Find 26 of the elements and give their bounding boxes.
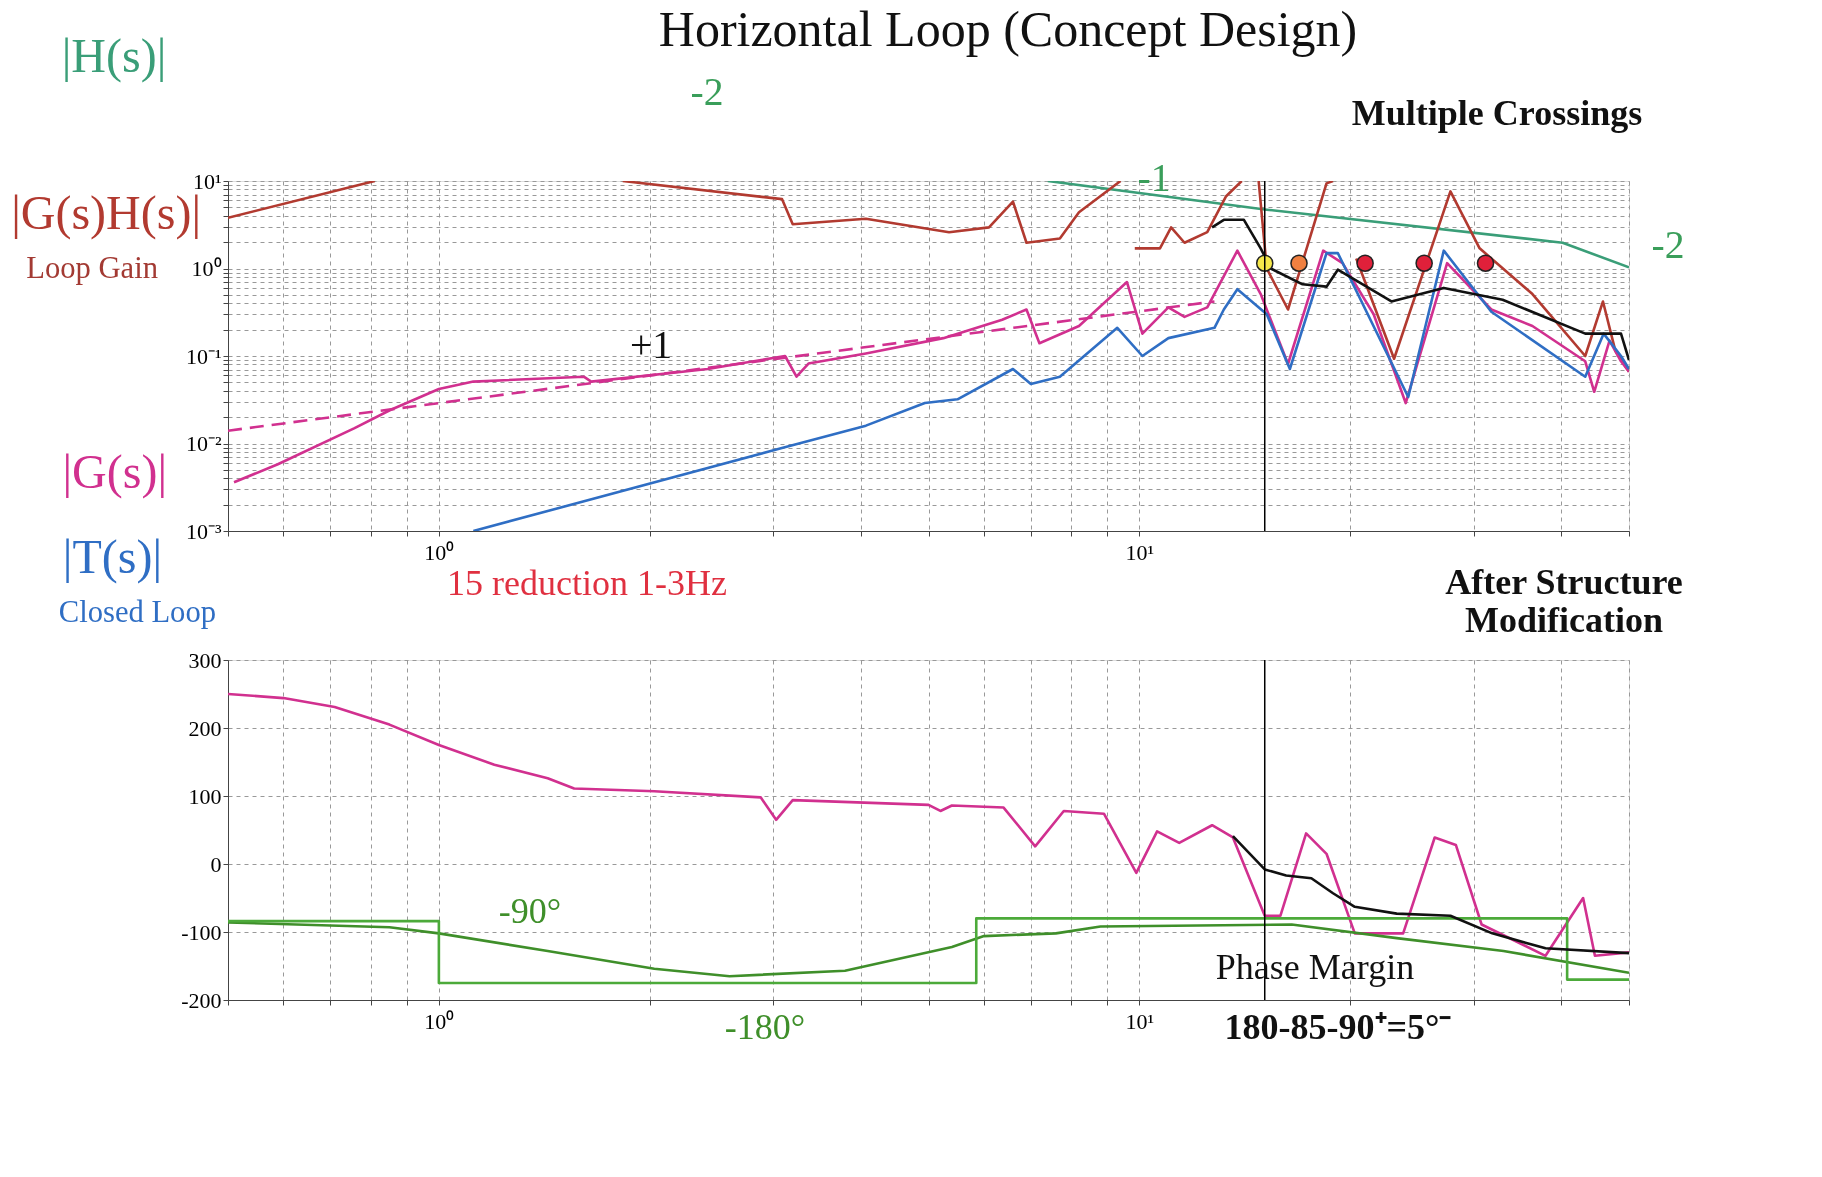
- chart-title: Horizontal Loop (Concept Design): [658, 0, 1358, 57]
- annotation: +1: [629, 322, 673, 367]
- y-tick-label: 200: [188, 715, 222, 741]
- text: 180-85-90⁺=5°⁻: [1224, 1007, 1452, 1048]
- annotation: -90°: [498, 891, 562, 932]
- text: Multiple Crossings: [1351, 92, 1643, 133]
- y-tick-label: 10⁻²: [185, 431, 222, 456]
- text: 15 reduction 1-3Hz: [447, 563, 727, 604]
- text: |H(s)|: [61, 28, 167, 83]
- y-tick-label: 10⁻¹: [185, 343, 222, 369]
- text: -2: [690, 69, 724, 114]
- y-tick-label: 10⁻³: [185, 518, 222, 544]
- y-tick-label: -100: [181, 919, 222, 945]
- text: -2: [1651, 222, 1685, 267]
- annotation: -1: [1137, 156, 1171, 201]
- y-tick-label: -200: [181, 987, 222, 1013]
- text: Closed Loop: [58, 595, 216, 630]
- y-tick-label: 100: [188, 783, 222, 809]
- y-tick-label: 300: [188, 647, 222, 673]
- series-label: |G(s)|: [62, 445, 167, 500]
- text: Loop Gain: [26, 250, 158, 285]
- text: -180°: [724, 1007, 806, 1048]
- text: After Structure Modification: [1445, 561, 1683, 640]
- y-tick-label: 0: [210, 851, 222, 877]
- y-tick-label: 10⁰: [191, 256, 222, 281]
- text: |T(s)|: [62, 530, 162, 584]
